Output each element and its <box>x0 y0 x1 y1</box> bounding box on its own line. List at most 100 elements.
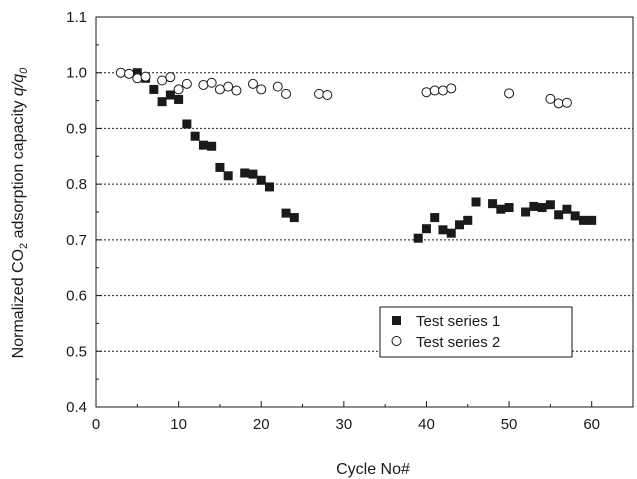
series-1-point <box>240 168 250 178</box>
series-2-point <box>223 81 234 92</box>
x-tick-label-4: 40 <box>418 416 435 433</box>
series-2-point <box>165 72 176 83</box>
series-2-point <box>173 84 184 95</box>
series-2-point <box>198 79 209 90</box>
y-tick-label-4: 0.8 <box>66 176 87 193</box>
series-1-point <box>463 215 473 225</box>
series-2 <box>115 67 572 109</box>
y-axis-title-subscript-2: 2 <box>18 243 30 249</box>
series-1-point <box>545 200 555 210</box>
series-2-point <box>281 88 292 99</box>
x-tick-label-1: 10 <box>170 416 187 433</box>
series-1-point <box>570 211 580 221</box>
series-2-point <box>446 83 457 94</box>
series-1-point <box>421 224 431 234</box>
legend-box <box>379 306 573 358</box>
x-axis-title: Cycle No# <box>336 461 410 478</box>
series-1-point <box>587 215 597 225</box>
y-tick-label-1: 0.5 <box>66 343 87 360</box>
series-1-point <box>215 162 225 172</box>
series-1-point <box>289 213 299 223</box>
y-axis-title-middle: adsorption capacity <box>10 96 27 243</box>
series-2-point <box>157 75 168 86</box>
x-tick-label-6: 60 <box>583 416 600 433</box>
series-2-point <box>132 73 143 84</box>
series-2-point <box>421 87 432 98</box>
series-1-point <box>537 203 547 213</box>
y-axis-title-q: q <box>10 87 27 96</box>
x-tick-label-3: 30 <box>336 416 353 433</box>
y-axis-title-subscript-0: 0 <box>18 67 30 74</box>
data-points <box>115 67 597 243</box>
y-axis-title-q0: q <box>10 74 27 83</box>
series-1-point <box>430 213 440 223</box>
axes <box>95 16 634 408</box>
series-1-point <box>132 68 142 78</box>
series-1-point <box>529 201 539 211</box>
series-2-point <box>561 97 572 108</box>
series-1-point <box>554 210 564 220</box>
series-1-point <box>504 203 514 213</box>
series-1-point <box>207 141 217 151</box>
tick-labels: 0 10 20 30 40 50 60 0.4 0.5 0.6 0.7 0.8 0.9 1.0 1.1 <box>66 9 600 433</box>
legend-label-series-2: Test series 2 <box>416 334 500 351</box>
series-1-point <box>198 140 208 150</box>
y-tick-label-6: 1.0 <box>66 65 87 82</box>
x-tick-label-0: 0 <box>92 416 100 433</box>
series-1-point <box>149 84 159 94</box>
legend-label-series-1: Test series 1 <box>416 313 500 330</box>
series-1-point <box>562 204 572 214</box>
series-1-point <box>165 90 175 100</box>
series-1-point <box>413 233 423 243</box>
series-2-point <box>231 85 242 96</box>
y-tick-label-7: 1.1 <box>66 9 87 26</box>
series-2-point <box>545 93 556 104</box>
series-1-point <box>223 171 233 181</box>
legend: Test series 1 Test series 2 <box>379 306 573 358</box>
series-2-point <box>247 78 258 89</box>
series-2-point <box>214 84 225 95</box>
series-2-point <box>115 67 126 78</box>
y-tick-label-5: 0.9 <box>66 120 87 137</box>
y-tick-label-0: 0.4 <box>66 399 87 416</box>
series-1-point <box>264 182 274 192</box>
series-2-point <box>429 85 440 96</box>
series-2-point <box>553 98 564 109</box>
y-axis-title: Normalized CO2 adsorption capacity q/q0 <box>10 67 30 359</box>
legend-marker-filled-square <box>392 316 401 325</box>
series-1-point <box>521 207 531 217</box>
series-1-point <box>281 208 291 218</box>
series-2-point <box>181 78 192 89</box>
series-2-point <box>504 88 515 99</box>
series-2-point <box>272 81 283 92</box>
series-2-point <box>322 90 333 100</box>
series-2-point <box>140 71 151 82</box>
y-tick-label-2: 0.6 <box>66 288 87 305</box>
series-1-point <box>438 225 448 235</box>
series-2-point <box>256 84 267 95</box>
series-1-point <box>488 199 498 209</box>
legend-marker-open-circle <box>391 336 402 346</box>
y-axis-title-slash: / <box>10 81 27 88</box>
y-axis-title-prefix: Normalized CO <box>10 249 27 358</box>
series-1-point <box>248 169 258 179</box>
y-tick-label-3: 0.7 <box>66 232 87 249</box>
series-1-point <box>446 228 456 238</box>
series-1-point <box>496 204 506 214</box>
x-tick-label-5: 50 <box>501 416 518 433</box>
series-1-point <box>190 131 200 141</box>
series-1-point <box>174 94 184 104</box>
series-2-point <box>124 68 135 79</box>
series-1-point <box>182 119 192 129</box>
series-2-point <box>437 85 448 96</box>
series-1-point <box>455 220 465 230</box>
series-1-point <box>578 215 588 225</box>
series-1-point <box>157 97 167 107</box>
series-1-point <box>471 197 481 207</box>
series-1-point <box>256 175 266 185</box>
series-2-point <box>206 77 217 88</box>
x-tick-label-2: 20 <box>253 416 270 433</box>
series-2-point <box>314 88 325 99</box>
